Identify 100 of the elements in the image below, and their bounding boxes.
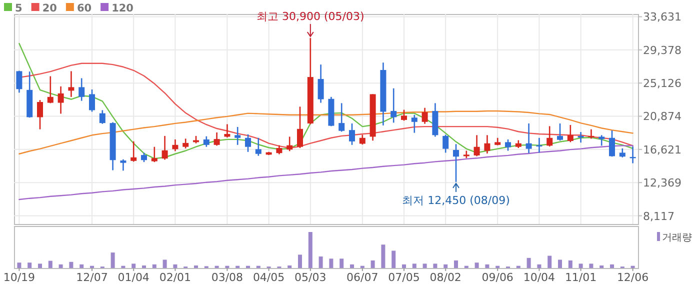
y-tick-label: 25,126 xyxy=(643,77,682,90)
candlestick xyxy=(37,99,43,130)
candlestick xyxy=(224,124,230,138)
bar xyxy=(454,260,458,268)
candlestick xyxy=(58,86,64,114)
bar xyxy=(110,252,115,268)
candlestick xyxy=(442,134,449,154)
bar xyxy=(340,258,344,268)
bar xyxy=(600,265,604,268)
legend-label: 5 xyxy=(15,2,22,14)
x-tick-label: 10/19 xyxy=(3,271,36,284)
candlestick xyxy=(245,134,251,153)
candlestick xyxy=(141,152,147,163)
candlestick xyxy=(68,70,74,98)
bar xyxy=(173,264,178,268)
bar xyxy=(350,264,354,268)
bar xyxy=(162,260,167,268)
x-tick-label: 04/05 xyxy=(252,271,285,284)
legend-label: 거래량 xyxy=(662,232,692,244)
bar xyxy=(308,232,312,268)
x-tick-label: 05/03 xyxy=(294,271,326,284)
bar xyxy=(17,262,22,268)
bar xyxy=(402,264,406,268)
candlestick xyxy=(474,134,480,157)
bar xyxy=(578,264,583,268)
candlestick xyxy=(297,106,303,149)
legend-label: 60 xyxy=(76,2,92,14)
candlestick xyxy=(338,102,345,132)
bar xyxy=(568,260,572,268)
x-tick-label: 01/04 xyxy=(118,271,150,284)
y-tick-label: 16,621 xyxy=(643,143,682,156)
x-tick-label: 03/08 xyxy=(211,271,244,284)
candlestick xyxy=(203,136,210,148)
candlestick xyxy=(16,70,22,94)
bar xyxy=(38,264,42,268)
candlestick xyxy=(151,146,158,163)
bar xyxy=(69,262,74,268)
annotation: 최저 12,450 (08/09) xyxy=(402,194,510,207)
candlestick xyxy=(453,143,459,183)
bar xyxy=(370,260,375,268)
x-tick-label: 07/05 xyxy=(388,271,420,284)
candlestick xyxy=(526,122,532,154)
bar xyxy=(318,256,323,268)
candlestick xyxy=(162,135,168,160)
x-tick-label: 11/01 xyxy=(564,271,597,284)
bar xyxy=(298,254,302,268)
candlestick xyxy=(120,158,126,172)
bar xyxy=(526,258,531,268)
bar xyxy=(537,264,542,268)
bar xyxy=(558,260,562,268)
bar xyxy=(194,265,198,268)
bar xyxy=(28,262,32,268)
candlestick xyxy=(89,88,95,112)
candlestick xyxy=(484,134,490,154)
bar xyxy=(444,264,448,268)
bar xyxy=(392,250,396,268)
candlestick xyxy=(401,109,407,122)
candlestick xyxy=(598,134,605,146)
bar xyxy=(142,265,146,268)
candlestick xyxy=(546,126,553,148)
y-tick-label: 20,874 xyxy=(643,110,682,124)
y-tick-label: 12,369 xyxy=(643,176,682,190)
candlestick xyxy=(411,114,418,134)
x-tick-label: 09/06 xyxy=(482,271,514,284)
bar xyxy=(433,264,438,268)
bar xyxy=(58,264,63,268)
bar xyxy=(80,264,84,268)
bar xyxy=(589,264,594,268)
candlestick xyxy=(390,88,397,124)
candlestick xyxy=(349,122,355,146)
bar xyxy=(422,264,427,268)
x-tick-label: 06/07 xyxy=(346,271,378,284)
bar xyxy=(48,260,52,268)
candlestick xyxy=(78,78,85,102)
bar xyxy=(474,262,479,268)
candlestick xyxy=(422,107,428,124)
candlestick xyxy=(172,138,178,152)
candlestick xyxy=(286,136,293,152)
annotation: 최고 30,900 (05/03) xyxy=(256,10,364,23)
x-tick-label: 12/06 xyxy=(616,271,649,284)
y-tick-label: 33,631 xyxy=(643,10,682,24)
candlestick xyxy=(255,137,262,156)
candlestick xyxy=(609,130,615,158)
candlestick xyxy=(359,134,366,146)
candlestick xyxy=(505,138,511,152)
y-tick-label: 8,117 xyxy=(643,210,674,223)
candlestick xyxy=(234,126,241,146)
bar xyxy=(610,264,614,268)
candlestick xyxy=(567,124,574,143)
x-tick-label: 08/02 xyxy=(430,271,462,284)
candlestick xyxy=(578,131,584,144)
legend-label: 20 xyxy=(42,2,57,14)
bar xyxy=(548,256,552,268)
bar xyxy=(485,264,490,268)
bar xyxy=(288,265,292,268)
candlestick xyxy=(214,132,220,146)
bar xyxy=(152,264,156,268)
candlestick xyxy=(557,122,563,142)
candlestick xyxy=(130,140,137,162)
x-tick-label: 10/04 xyxy=(523,271,556,284)
